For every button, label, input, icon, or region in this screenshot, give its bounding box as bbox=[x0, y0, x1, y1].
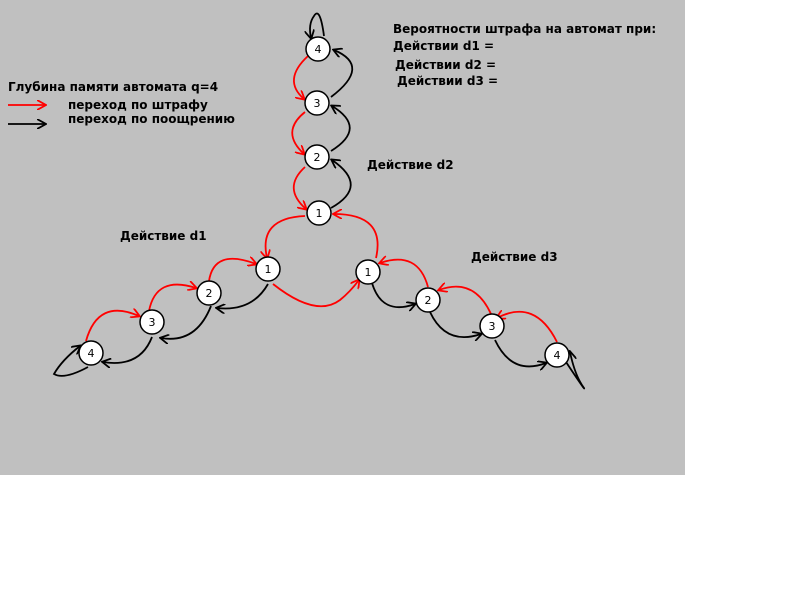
legend-penalty-label: переход по штрафу bbox=[68, 98, 208, 112]
svg-text:3: 3 bbox=[314, 97, 321, 110]
left-node-3: 3 bbox=[139, 309, 165, 335]
right-node-2: 2 bbox=[415, 287, 441, 313]
right-penalty-4-3 bbox=[497, 312, 558, 343]
right-node-4: 4 bbox=[544, 342, 570, 368]
right-node-1: 1 bbox=[355, 259, 381, 285]
top-reward-1-2 bbox=[331, 160, 352, 209]
left-node-1: 1 bbox=[255, 256, 281, 282]
state-diagram: 4 3 2 1 1 2 3 4 bbox=[8, 12, 586, 390]
action-d2-label: Действие d2 bbox=[367, 158, 454, 172]
right-penalty-2-1 bbox=[380, 260, 429, 288]
svg-text:1: 1 bbox=[265, 263, 272, 276]
top-reward-2-3 bbox=[331, 106, 351, 152]
left-penalty-4-3 bbox=[85, 311, 139, 342]
svg-text:4: 4 bbox=[315, 43, 322, 56]
svg-text:4: 4 bbox=[554, 349, 561, 362]
svg-text:2: 2 bbox=[314, 151, 321, 164]
svg-text:4: 4 bbox=[88, 347, 95, 360]
right-reward-3-4 bbox=[494, 339, 546, 366]
top-node-2: 2 bbox=[304, 144, 330, 170]
left-reward-3-4 bbox=[103, 336, 153, 363]
top-penalty-3-2 bbox=[291, 111, 305, 154]
diagram-canvas: 4 3 2 1 1 2 3 4 bbox=[0, 0, 685, 475]
center-penalty-left-to-right bbox=[272, 280, 359, 308]
svg-text:3: 3 bbox=[149, 316, 156, 329]
probability-d3: Действии d3 = bbox=[397, 74, 499, 88]
left-node-4: 4 bbox=[78, 340, 104, 366]
right-reward-2-3 bbox=[429, 311, 481, 337]
svg-text:3: 3 bbox=[489, 320, 496, 333]
center-penalty-right-to-top bbox=[334, 214, 379, 259]
action-d3-label: Действие d3 bbox=[471, 250, 558, 264]
probability-title: Вероятности штрафа на автомат при: bbox=[393, 22, 657, 36]
left-penalty-2-1 bbox=[208, 259, 256, 282]
top-node-3: 3 bbox=[304, 90, 330, 116]
right-reward-1-2 bbox=[371, 282, 415, 307]
top-node-1: 1 bbox=[306, 200, 332, 226]
left-reward-2-3 bbox=[161, 305, 212, 339]
left-node-2: 2 bbox=[196, 280, 222, 306]
center-penalty-top-to-left bbox=[266, 215, 306, 258]
left-reward-selfloop-4 bbox=[52, 346, 89, 377]
legend-reward-label: переход по поощрению bbox=[68, 112, 235, 126]
svg-text:1: 1 bbox=[316, 207, 323, 220]
top-reward-selfloop-4 bbox=[310, 12, 325, 39]
right-penalty-3-2 bbox=[439, 287, 492, 315]
svg-text:2: 2 bbox=[425, 294, 432, 307]
top-reward-3-4 bbox=[330, 50, 354, 98]
top-penalty-4-3 bbox=[293, 55, 309, 99]
right-reward-selfloop-4 bbox=[565, 352, 586, 390]
top-node-4: 4 bbox=[305, 36, 331, 62]
probability-d2: Действии d2 = bbox=[395, 58, 497, 72]
left-reward-1-2 bbox=[217, 283, 269, 309]
left-penalty-3-2 bbox=[148, 285, 196, 312]
probability-d1: Действии d1 = bbox=[393, 39, 495, 53]
svg-text:1: 1 bbox=[365, 266, 372, 279]
top-penalty-2-1 bbox=[292, 166, 306, 209]
svg-text:2: 2 bbox=[206, 287, 213, 300]
right-node-3: 3 bbox=[479, 313, 505, 339]
action-d1-label: Действие d1 bbox=[120, 229, 207, 243]
memory-depth-label: Глубина памяти автомата q=4 bbox=[8, 80, 219, 94]
